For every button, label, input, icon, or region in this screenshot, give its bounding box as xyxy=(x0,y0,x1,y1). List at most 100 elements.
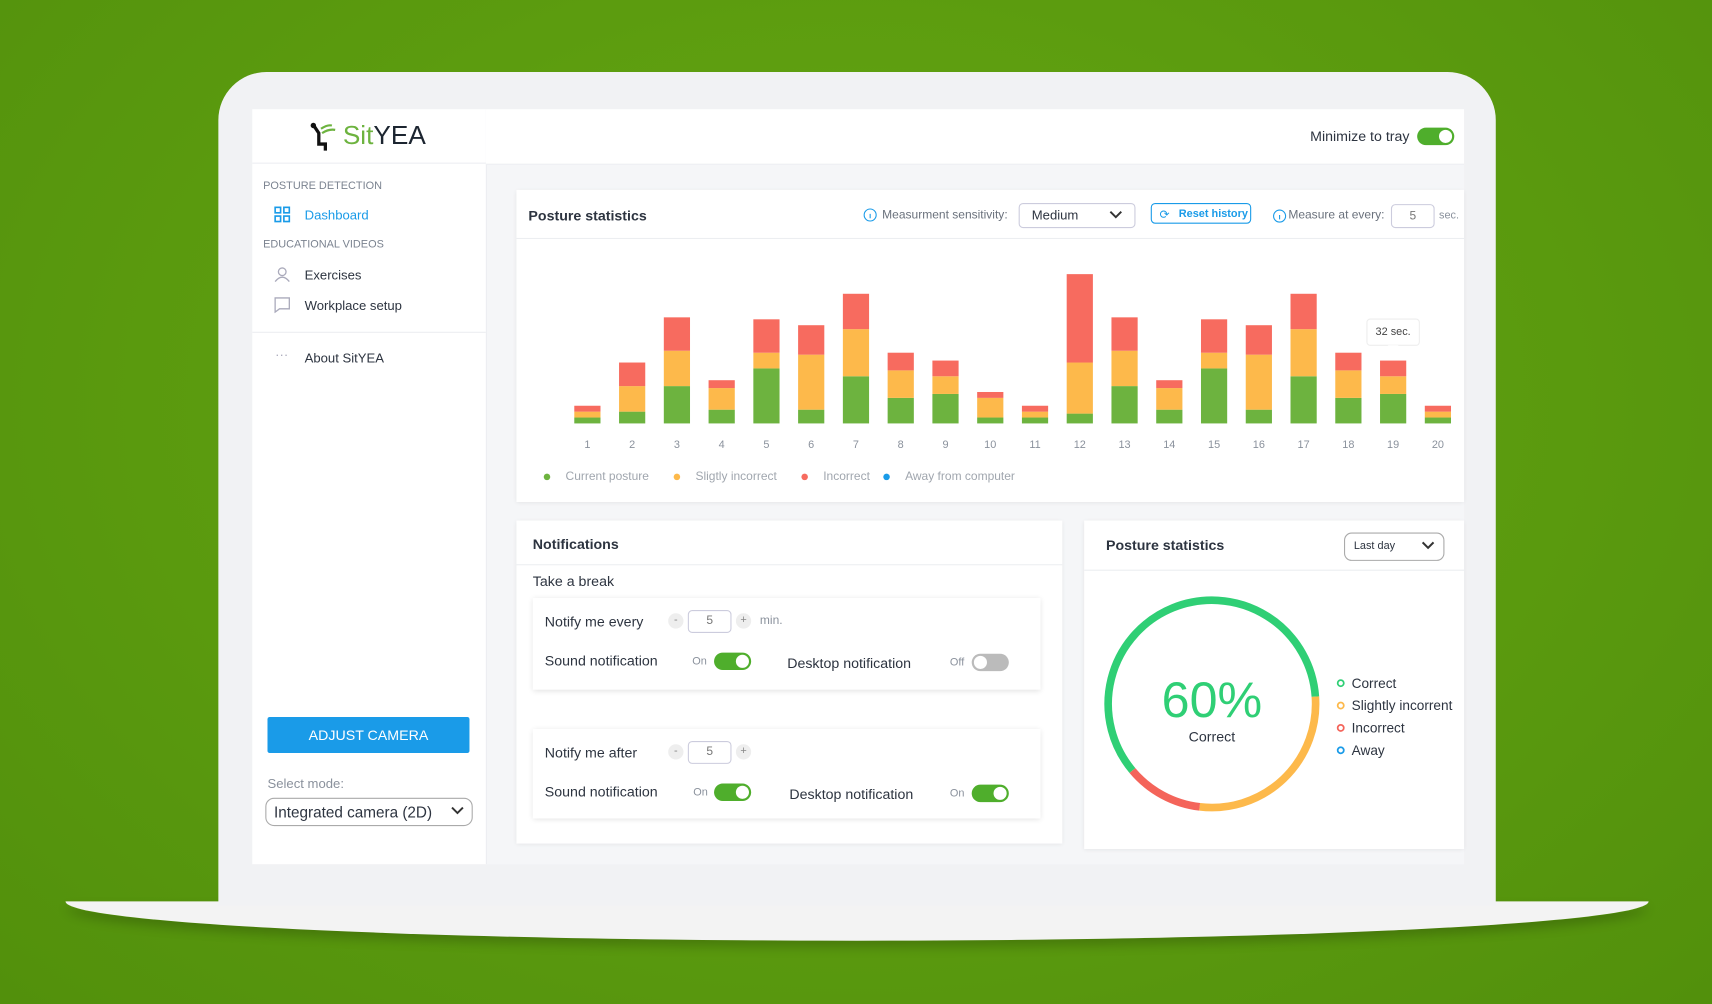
card-title: Posture statistics xyxy=(528,207,647,224)
bar-segment xyxy=(1290,329,1317,377)
x-tick-label: 12 xyxy=(1074,439,1086,451)
x-tick-label: 7 xyxy=(853,439,859,451)
legend-dot xyxy=(1336,701,1345,710)
stepper: + xyxy=(735,613,752,629)
chevron xyxy=(1109,211,1122,219)
toggle[interactable] xyxy=(714,652,752,671)
x-tick-label: 13 xyxy=(1118,439,1130,451)
legend-label: Away from computer xyxy=(905,469,1015,483)
state: On xyxy=(949,787,965,800)
value: Medium xyxy=(1031,207,1079,223)
value-input[interactable]: 5 xyxy=(687,610,732,633)
bar-segment xyxy=(619,362,646,387)
header-bar xyxy=(485,109,1465,165)
divider xyxy=(1084,569,1465,571)
toggle[interactable] xyxy=(714,783,752,802)
nav-item[interactable]: Workplace setup xyxy=(304,297,402,314)
bar-segment xyxy=(1245,409,1272,424)
legend-label: Slightly incorrent xyxy=(1352,698,1453,713)
bar-segment xyxy=(574,405,601,412)
bar-segment xyxy=(753,352,780,369)
toggle[interactable] xyxy=(971,784,1009,803)
bar-segment xyxy=(753,368,780,424)
section-label: POSTURE DETECTION xyxy=(263,180,383,193)
notify-box xyxy=(532,728,1041,819)
legend-dot xyxy=(1336,723,1345,732)
bar-segment xyxy=(1245,325,1272,355)
bar-segment xyxy=(842,329,870,377)
mode-select[interactable] xyxy=(265,797,473,827)
bar-segment xyxy=(977,391,1004,398)
bar-segment xyxy=(1021,411,1049,418)
legend-label: Incorrect xyxy=(1352,721,1405,736)
donut-arc xyxy=(1129,768,1201,811)
bar-segment xyxy=(798,354,825,410)
bar-segment xyxy=(798,409,825,424)
bar-segment xyxy=(842,376,870,424)
bar-segment xyxy=(663,317,691,351)
bar-segment xyxy=(708,388,735,410)
tooltip: 32 sec. xyxy=(1376,326,1411,338)
x-tick-label: 15 xyxy=(1208,439,1220,451)
bar-segment xyxy=(1335,397,1362,424)
divider xyxy=(516,237,1465,239)
bar-segment xyxy=(1156,388,1183,410)
x-tick-label: 9 xyxy=(942,439,948,451)
bar-segment xyxy=(1335,352,1362,371)
logo-part: YEA xyxy=(373,121,426,151)
bar-segment xyxy=(1424,417,1452,424)
x-tick-label: 16 xyxy=(1253,439,1265,451)
x-tick-label: 6 xyxy=(808,439,814,451)
toggle[interactable] xyxy=(1417,127,1455,146)
bar-segment xyxy=(1156,380,1183,389)
divider xyxy=(516,564,1063,566)
adjust-camera-button[interactable]: ADJUST CAMERA xyxy=(267,716,470,753)
sensitivity-select[interactable] xyxy=(1018,202,1136,229)
label: Notify me every xyxy=(544,613,644,630)
bar-segment xyxy=(1066,413,1093,424)
label: Sound notification xyxy=(544,652,658,669)
legend-label: Correct xyxy=(1352,676,1397,691)
nav-item[interactable]: Exercises xyxy=(304,267,362,283)
icon xyxy=(274,206,291,223)
bar-segment xyxy=(1021,405,1049,412)
stepper: - xyxy=(668,744,684,760)
x-tick-label: 5 xyxy=(763,439,769,451)
value-input[interactable]: 5 xyxy=(687,740,732,764)
bar-segment xyxy=(619,386,646,412)
chevron xyxy=(451,806,464,815)
bar-segment xyxy=(619,411,646,424)
reset-button[interactable]: Reset history xyxy=(1150,202,1252,224)
label: Notify me after xyxy=(544,744,638,761)
bar-segment xyxy=(932,376,959,394)
bar-segment xyxy=(1380,376,1407,394)
bar-segment xyxy=(1380,393,1407,424)
x-tick-label: 10 xyxy=(984,439,996,451)
subtitle: Take a break xyxy=(532,572,615,590)
x-tick-label: 3 xyxy=(674,439,680,451)
logo-part: Sit xyxy=(342,121,374,151)
icon xyxy=(274,267,290,282)
label: Measurment sensitivity: xyxy=(882,208,1008,222)
measure-input[interactable]: 5 xyxy=(1390,204,1435,229)
nav-item[interactable]: About SitYEA xyxy=(304,350,385,366)
legend-dot xyxy=(673,473,681,481)
label: Desktop notification xyxy=(789,785,914,803)
x-tick-label: 11 xyxy=(1029,439,1040,451)
bar-segment xyxy=(1290,376,1317,424)
label: Measure at every: xyxy=(1288,208,1385,222)
state: Off xyxy=(949,656,965,669)
bar-segment xyxy=(842,293,870,330)
nav-item[interactable]: Dashboard xyxy=(304,207,369,223)
bar-segment xyxy=(1066,362,1093,414)
logo: SitYEA xyxy=(343,121,426,152)
card-title: Posture statistics xyxy=(1105,536,1225,554)
select-label: Select mode: xyxy=(267,775,344,792)
x-tick-label: 1 xyxy=(584,439,590,451)
section-label: EDUCATIONAL VIDEOS xyxy=(263,238,384,251)
toggle[interactable] xyxy=(971,653,1009,672)
bar-segment xyxy=(1200,319,1228,353)
